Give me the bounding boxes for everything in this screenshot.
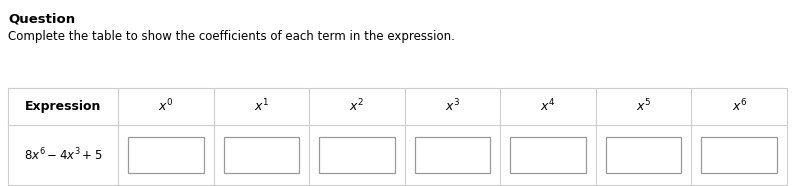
Bar <box>319 137 394 173</box>
Bar <box>414 137 490 173</box>
Text: Complete the table to show the coefficients of each term in the expression.: Complete the table to show the coefficie… <box>8 30 455 43</box>
Text: Expression: Expression <box>25 100 101 113</box>
Bar <box>510 137 586 173</box>
Bar <box>128 137 203 173</box>
Bar <box>606 137 682 173</box>
Text: $x^3$: $x^3$ <box>445 98 460 115</box>
Text: $x^1$: $x^1$ <box>254 98 269 115</box>
Text: $8x^6 - 4x^3 + 5$: $8x^6 - 4x^3 + 5$ <box>24 147 102 163</box>
Text: $x^5$: $x^5$ <box>636 98 651 115</box>
Text: $x^4$: $x^4$ <box>541 98 556 115</box>
Bar <box>223 137 299 173</box>
Bar <box>8 88 787 185</box>
Bar <box>702 137 777 173</box>
Text: Question: Question <box>8 12 75 25</box>
Text: $x^0$: $x^0$ <box>158 98 174 115</box>
Text: $x^2$: $x^2$ <box>350 98 364 115</box>
Text: $x^6$: $x^6$ <box>731 98 747 115</box>
